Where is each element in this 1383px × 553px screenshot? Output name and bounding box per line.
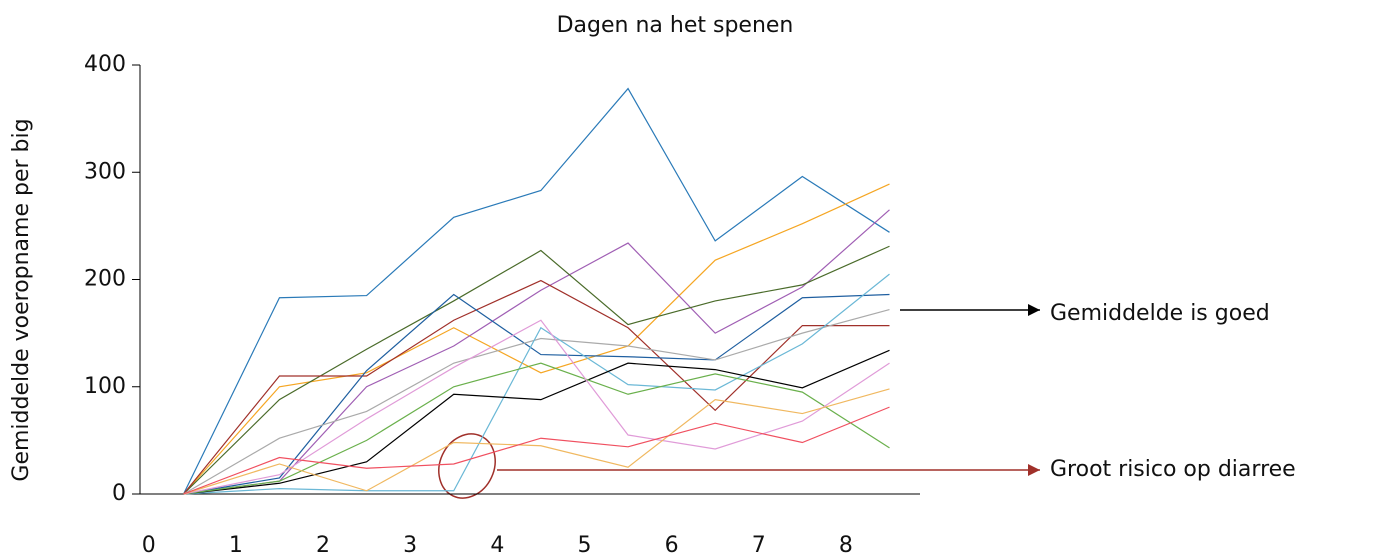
x-tick-label: 0	[142, 533, 156, 553]
series-line	[183, 349, 890, 495]
highlight-ellipse	[438, 433, 496, 499]
x-tick-label: 4	[490, 533, 504, 553]
annotation: Gemiddelde is goed	[1050, 301, 1270, 326]
series-line	[183, 388, 890, 495]
y-tick-label: 0	[112, 481, 126, 506]
series-line	[183, 245, 890, 495]
chart-title: Dagen na het spenen	[557, 13, 794, 38]
y-tick-label: 100	[84, 374, 126, 399]
series-line	[183, 209, 890, 495]
x-tick-label: 3	[403, 533, 417, 553]
series-line	[183, 308, 890, 495]
series-line	[183, 319, 890, 495]
x-tick-label: 1	[229, 533, 243, 553]
y-tick-label: 300	[84, 159, 126, 184]
series-line	[183, 183, 890, 495]
x-tick-label: 5	[577, 533, 591, 553]
y-tick-label: 200	[84, 267, 126, 292]
x-tick-label: 2	[316, 533, 330, 553]
x-tick-label: 6	[665, 533, 679, 553]
y-tick-label: 400	[84, 52, 126, 77]
x-tick-label: 7	[752, 533, 766, 553]
x-tick-label: 8	[839, 533, 853, 553]
series-line	[183, 406, 890, 495]
y-axis-label: Gemiddelde voeropname per big	[9, 118, 34, 481]
annotation: Groot risico op diarree	[1050, 457, 1296, 482]
series-line	[183, 362, 890, 495]
series-line	[183, 293, 890, 495]
series-line	[183, 279, 890, 495]
series-line	[183, 87, 890, 495]
series-line	[183, 273, 890, 495]
